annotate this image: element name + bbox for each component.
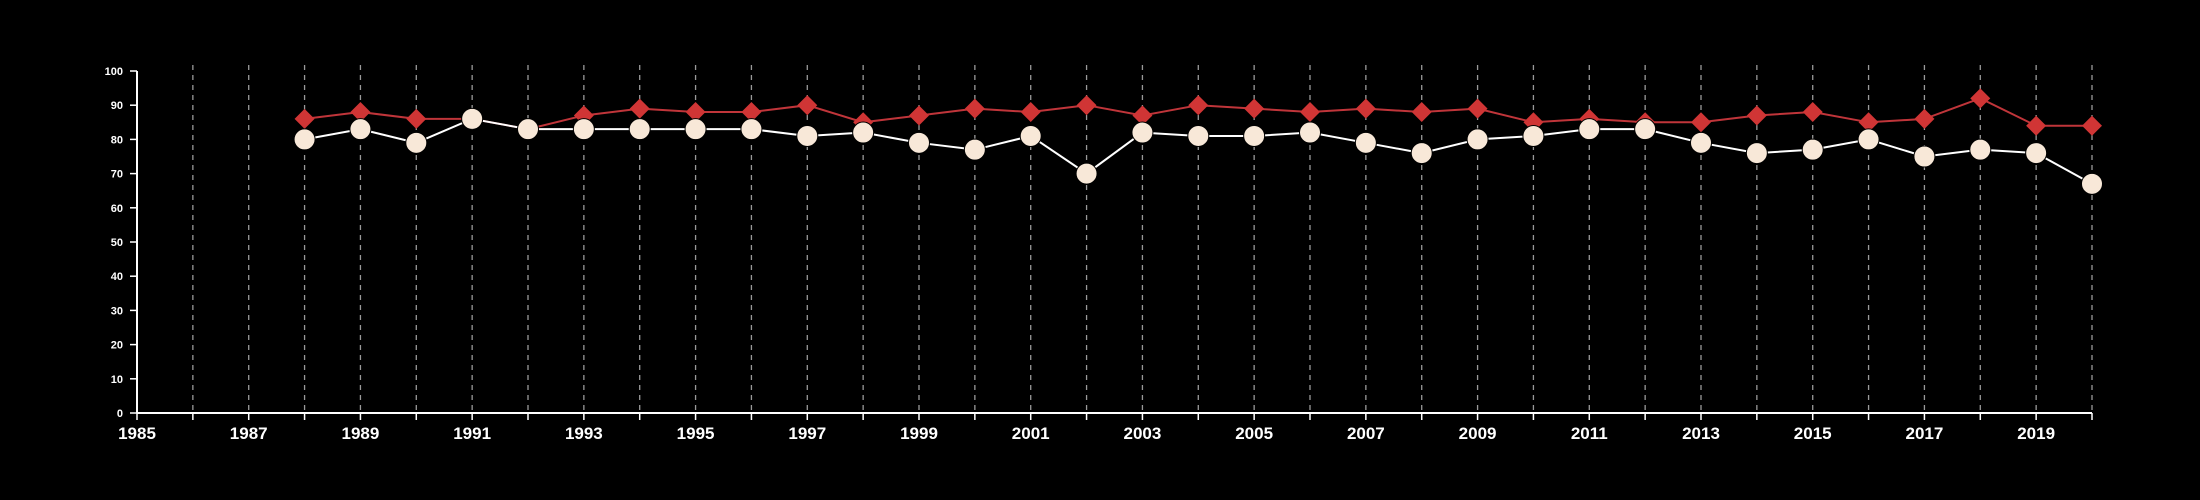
circle-point [1299,121,1321,144]
x-tick-label: 2013 [1682,424,1720,443]
circle-point [1801,138,1824,161]
diamond-point [1691,112,1711,133]
circle-point [1466,128,1489,151]
axes [136,71,2092,414]
circle-point [1075,162,1098,185]
y-axis-ticks: 0 10 20 30 40 50 60 70 80 90 100 [105,66,137,420]
x-tick-label: 1985 [118,424,156,443]
circle-point [1634,118,1657,141]
diamond-point [797,95,818,116]
x-tick-label: 2009 [1459,424,1497,443]
circle-point [628,118,651,141]
x-tick-label: 1993 [565,424,603,443]
diamond-point [629,98,650,119]
circle-point [1745,142,1768,165]
diamond-point [294,108,315,129]
y-tick-label: 30 [111,305,123,317]
circle-point [517,118,539,141]
y-tick-label: 50 [111,237,123,249]
circle-point [2025,142,2048,165]
y-tick-label: 70 [111,169,123,181]
y-tick-label: 60 [111,203,123,215]
x-tick-label: 2019 [2017,424,2055,443]
circle-point [796,124,819,147]
y-tick-label: 90 [111,100,123,112]
x-tick-label: 1999 [900,424,938,443]
circle-point [405,131,428,154]
x-tick-label: 1995 [677,424,715,443]
circle-point [293,128,316,151]
diamond-point [685,102,706,123]
diamond-point [1132,105,1153,126]
diamond-point [909,105,929,126]
circle-point [1522,124,1545,147]
x-tick-label: 2001 [1012,424,1050,443]
diamond-point [2082,115,2102,136]
x-tick-label: 2007 [1347,424,1385,443]
x-tick-label: 1989 [342,424,380,443]
diamond-point [1020,102,1041,123]
y-tick-label: 80 [111,134,123,146]
x-tick-label: 2017 [1906,424,1944,443]
diamond-point [1076,95,1097,116]
circle-point [1578,118,1601,141]
grid-lines [192,65,2093,413]
circle-point [1690,131,1712,154]
circle-point [908,131,930,154]
x-tick-label: 2015 [1794,424,1832,443]
diamond-point [1244,98,1265,119]
y-tick-label: 20 [111,340,123,352]
diamond-point [964,98,985,119]
circle-point [684,118,707,141]
diamond-point [1802,102,1823,123]
circle-point [1410,142,1433,165]
x-tick-label: 2011 [1571,424,1608,443]
circle-point [1857,128,1880,151]
y-tick-label: 100 [105,66,123,78]
x-tick-label: 2003 [1124,424,1162,443]
circle-point [1354,131,1377,154]
diamond-point [350,102,371,123]
diamond-point [1858,112,1879,133]
diamond-point [1746,105,1767,126]
y-tick-label: 10 [111,374,123,386]
circle-point [2081,172,2103,195]
diamond-point [1970,88,1991,109]
y-tick-label: 40 [111,271,123,283]
circle-point [461,107,484,130]
x-tick-label: 1997 [788,424,826,443]
x-tick-label: 1991 [453,424,491,443]
diamond-point [2026,115,2047,136]
circle-point [1019,124,1042,147]
circle-point [1969,138,1992,161]
x-axis-ticks: 1985 1987 1989 1991 1993 1995 1997 1999 2001 2003… [118,413,2093,443]
x-tick-label: 1987 [230,424,268,443]
circle-point [1243,124,1266,147]
circle-point [740,118,763,141]
circle-point [963,138,986,161]
diamond-point [1300,102,1320,123]
circle-point [1913,145,1936,168]
diamond-point [1467,98,1488,119]
diamond-point [1411,102,1432,123]
diamond-point [1914,108,1935,129]
circle-point [1131,121,1154,144]
diamond-point [1355,98,1376,119]
circle-point [852,121,875,144]
x-tick-label: 2005 [1235,424,1273,443]
circle-point [1187,124,1210,147]
y-tick-label: 0 [117,408,123,420]
series-group [293,88,2103,195]
circle-point [349,118,372,141]
diamond-point [741,102,762,123]
circle-point [572,118,595,141]
diamond-point [406,108,427,129]
diamond-point [1188,95,1209,116]
